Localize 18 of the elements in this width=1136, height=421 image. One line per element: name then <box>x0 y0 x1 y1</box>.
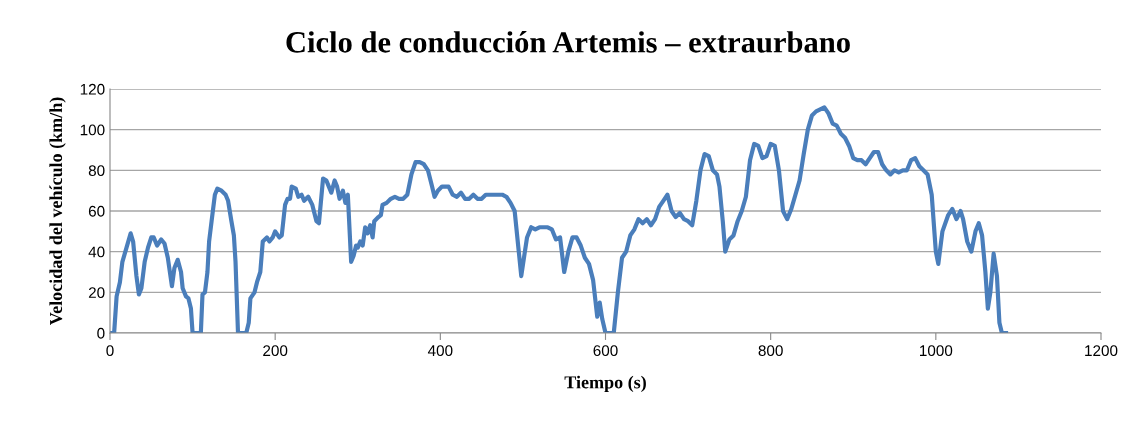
x-tick-label: 0 <box>106 345 114 357</box>
y-tick-label: 20 <box>88 287 105 299</box>
y-tick-label: 100 <box>80 124 105 136</box>
x-tick-label: 800 <box>758 345 783 357</box>
line-series <box>110 105 1009 333</box>
x-tick-label: 1200 <box>1085 345 1118 357</box>
x-tick-label: 1000 <box>920 345 953 357</box>
x-tick-label: 400 <box>427 345 453 357</box>
chart-title: Ciclo de conducción Artemis – extraurbano <box>286 31 850 53</box>
x-axis-title: Tiempo (s) <box>564 375 646 393</box>
y-tick-label: 120 <box>80 83 105 95</box>
y-tick-label: 40 <box>88 246 105 258</box>
y-axis-title: Velocidad del vehículo (km/h) <box>49 97 66 326</box>
x-tick-label: 600 <box>593 345 618 357</box>
y-tick-label: 0 <box>97 327 105 339</box>
x-tick-label: 200 <box>263 345 288 357</box>
y-tick-label: 60 <box>88 205 105 217</box>
y-tick-label: 80 <box>88 165 105 177</box>
